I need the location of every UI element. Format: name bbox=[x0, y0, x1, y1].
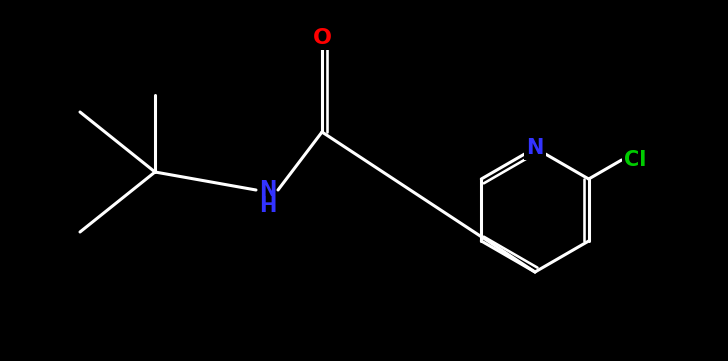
Text: Cl: Cl bbox=[625, 150, 646, 170]
Text: O: O bbox=[312, 28, 331, 48]
Text: H: H bbox=[259, 196, 277, 216]
Text: N: N bbox=[526, 138, 544, 158]
Text: N: N bbox=[259, 180, 277, 200]
